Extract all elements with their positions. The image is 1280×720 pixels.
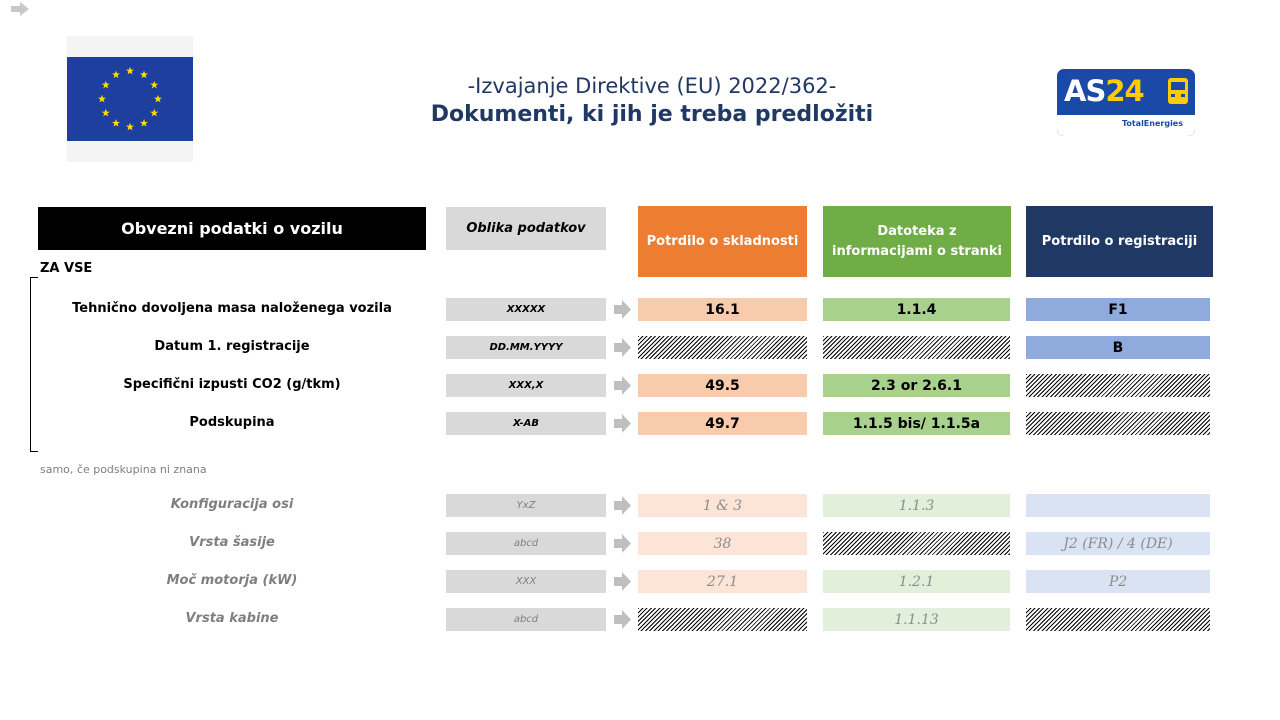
customer-file-cell: 1.1.3 [823, 494, 1010, 517]
conformity-cell: 27.1 [638, 570, 807, 593]
customer-file-cell [823, 336, 1010, 359]
arrow-right-icon [614, 496, 631, 515]
eu-star [112, 70, 120, 79]
header-customer-info-file: Datoteka z informacijami o stranki [823, 206, 1011, 277]
row-label: Konfiguracija osi [170, 497, 294, 512]
registration-cell: J2 (FR) / 4 (DE) [1026, 532, 1210, 555]
logo-band [1057, 115, 1195, 136]
registration-cell [1026, 412, 1210, 435]
row-label: Moč motorja (kW) [166, 573, 298, 588]
registration-cell: B [1026, 336, 1210, 359]
customer-file-cell: 1.2.1 [823, 570, 1010, 593]
row-label: Vrsta šasije [189, 535, 275, 550]
format-cell: X-AB [446, 412, 606, 435]
row-label: Vrsta kabine [185, 611, 279, 626]
arrow-right-icon [614, 338, 631, 357]
conformity-cell: 49.7 [638, 412, 807, 435]
registration-cell [1026, 374, 1210, 397]
eu-star [140, 70, 148, 79]
eu-flag-logo [67, 36, 193, 162]
customer-file-cell: 1.1.5 bis/ 1.1.5a [823, 412, 1010, 435]
eu-star [98, 94, 106, 103]
eu-star [126, 66, 134, 75]
registration-cell [1026, 494, 1210, 517]
header-registration-certificate: Potrdilo o registraciji [1026, 206, 1213, 277]
eu-star [112, 119, 120, 127]
customer-file-cell: 2.3 or 2.6.1 [823, 374, 1010, 397]
conformity-cell [638, 336, 807, 359]
title-documents: Dokumenti, ki jih je treba predložiti [430, 102, 874, 127]
arrow-right-icon [614, 534, 631, 553]
customer-file-cell: 1.1.13 [823, 608, 1010, 631]
header-vehicle-data: Obvezni podatki o vozilu [38, 207, 426, 250]
format-cell: abcd [446, 532, 606, 555]
arrow-right-icon [614, 300, 631, 319]
format-cell: XXXXX [446, 298, 606, 321]
eu-star [101, 108, 110, 117]
row-label: Podskupina [189, 415, 275, 430]
format-cell: XXX [446, 570, 606, 593]
eu-star [154, 94, 162, 103]
conformity-cell: 16.1 [638, 298, 807, 321]
conformity-cell: 1 & 3 [638, 494, 807, 517]
registration-cell: P2 [1026, 570, 1210, 593]
registration-cell: F1 [1026, 298, 1210, 321]
arrow-right-icon [614, 610, 631, 629]
title-directive: -Izvajanje Direktive (EU) 2022/362- [467, 74, 837, 98]
row-label: Tehnično dovoljena masa naloženega vozil… [72, 301, 392, 316]
arrow-right-icon [614, 414, 631, 433]
arrow-right-icon [614, 376, 631, 395]
arrow-right-icon [614, 572, 631, 591]
eu-star [150, 108, 159, 117]
row-label: Datum 1. registracije [154, 339, 310, 354]
customer-file-cell [823, 532, 1010, 555]
truck-icon [1168, 78, 1188, 104]
format-cell: YxZ [446, 494, 606, 517]
as24-logo: AS24 TotalEnergies [1057, 69, 1195, 136]
eu-star [150, 80, 159, 89]
row-label: Specifični izpusti CO2 (g/tkm) [123, 377, 341, 392]
logo-sub: TotalEnergies [1121, 119, 1183, 128]
eu-stars-icon [98, 66, 162, 131]
header-certificate-of-conformity: Potrdilo o skladnosti [638, 206, 807, 277]
format-cell: XXX,X [446, 374, 606, 397]
next-arrow-icon[interactable] [11, 2, 29, 16]
eu-star [101, 80, 110, 89]
conformity-cell: 49.5 [638, 374, 807, 397]
customer-file-cell: 1.1.4 [823, 298, 1010, 321]
page-title: -Izvajanje Direktive (EU) 2022/362- Doku… [400, 72, 904, 130]
logo-brand: AS24 [1064, 74, 1145, 108]
eu-star [140, 119, 148, 127]
conformity-cell [638, 608, 807, 631]
header-data-format: Oblika podatkov [446, 207, 606, 250]
optional-note: samo, če podskupina ni znana [40, 463, 207, 476]
section-label: ZA VSE [40, 261, 93, 276]
bracket-divider [30, 277, 38, 452]
format-cell: abcd [446, 608, 606, 631]
conformity-cell: 38 [638, 532, 807, 555]
format-cell: DD.MM.YYYY [446, 336, 606, 359]
eu-star [126, 122, 134, 131]
registration-cell [1026, 608, 1210, 631]
